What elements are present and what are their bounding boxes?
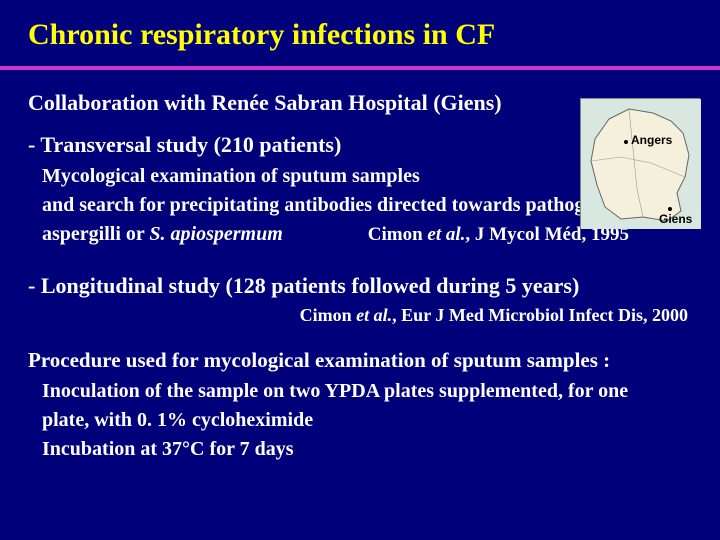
cit2a: Cimon	[300, 305, 357, 325]
spacer	[28, 251, 692, 265]
section3-header: Procedure used for mycological examinati…	[28, 348, 692, 373]
section3-line1: Inoculation of the sample on two YPDA pl…	[42, 379, 692, 404]
map-label-giens: Giens	[659, 212, 692, 226]
map-dot-giens	[668, 207, 672, 211]
section1-species: S. apiospermum	[149, 223, 282, 245]
slide-title: Chronic respiratory infections in CF	[28, 18, 692, 52]
map-svg	[581, 99, 701, 229]
section3-line2: plate, with 0. 1% cycloheximide	[42, 408, 692, 433]
title-underline	[0, 66, 720, 70]
france-map: Angers Giens	[580, 98, 700, 228]
section2-citation: Cimon et al., Eur J Med Microbiol Infect…	[28, 305, 688, 326]
cit1b: et al.	[427, 224, 465, 245]
section3-line3: Incubation at 37°C for 7 days	[42, 437, 692, 462]
slide: Chronic respiratory infections in CF Ang…	[0, 0, 720, 540]
section1-line3a: aspergilli or	[42, 223, 149, 245]
map-dot-angers	[624, 140, 628, 144]
map-label-angers: Angers	[631, 133, 672, 147]
spacer	[28, 326, 692, 340]
cit2c: , Eur J Med Microbiol Infect Dis, 2000	[392, 305, 688, 325]
cit2b: et al.	[356, 305, 392, 325]
cit1a: Cimon	[368, 224, 428, 245]
section2-header: - Longitudinal study (128 patients follo…	[28, 273, 692, 299]
